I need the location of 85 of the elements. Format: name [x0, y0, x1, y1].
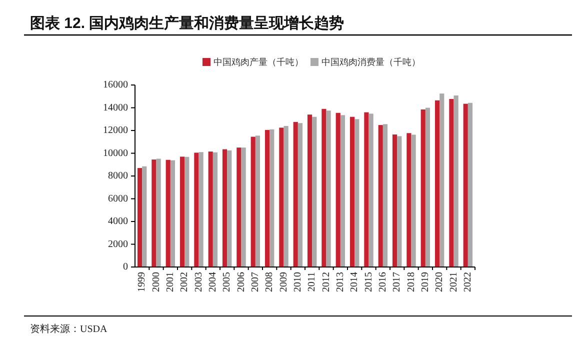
x-tick-label: 2001: [164, 272, 176, 292]
bar: [241, 148, 246, 267]
x-tick-label: 2002: [179, 272, 190, 292]
x-tick-label: 2015: [363, 272, 374, 292]
bar: [212, 152, 218, 267]
x-tick-label: 2017: [392, 272, 403, 292]
x-tick-label: 2009: [278, 272, 290, 292]
x-tick-label: 2010: [292, 272, 304, 292]
bar: [152, 160, 156, 267]
bar: [463, 104, 468, 267]
bar: [326, 110, 331, 267]
bar: [255, 136, 260, 267]
bar: [440, 94, 444, 267]
bar: [236, 148, 242, 267]
y-tick-label: 16000: [103, 80, 128, 90]
bar: [378, 125, 383, 267]
bar: [264, 130, 270, 267]
x-tick-label: 2011: [306, 272, 318, 292]
x-tick-label: 2013: [334, 272, 346, 292]
bar: [208, 152, 213, 267]
bar: [420, 109, 426, 267]
bar: [425, 108, 430, 267]
bar: [368, 114, 374, 267]
y-tick-label: 4000: [108, 216, 128, 227]
x-tick-label: 2004: [207, 272, 218, 292]
bar: [350, 116, 355, 267]
x-tick-label: 2018: [406, 272, 417, 292]
bar: [198, 152, 204, 267]
x-tick-label: 2003: [193, 272, 204, 292]
bar: [270, 129, 274, 267]
x-tick-label: 2005: [222, 272, 233, 292]
legend-label: 中国鸡肉产量（千吨）: [214, 57, 304, 67]
bar: [354, 119, 360, 267]
x-tick-label: 2014: [349, 272, 360, 292]
x-tick-label: 2000: [150, 272, 162, 292]
y-tick-label: 10000: [103, 148, 128, 159]
bar: [166, 160, 170, 267]
bar: [449, 98, 454, 267]
x-tick-label: 2007: [250, 272, 261, 292]
x-tick-label: 2008: [264, 272, 276, 292]
x-tick-label: 2019: [420, 272, 431, 292]
bar: [284, 126, 288, 267]
bar: [180, 156, 185, 267]
bar: [142, 166, 147, 267]
bar: [307, 114, 312, 267]
bar: [156, 158, 161, 267]
bar: [279, 128, 284, 267]
x-tick-label: 2021: [448, 272, 460, 292]
bar: [250, 136, 256, 267]
bar: [406, 133, 412, 267]
bar: [293, 122, 298, 267]
y-tick-label: 14000: [103, 102, 128, 114]
x-tick-label: 2020: [434, 272, 446, 292]
y-tick-label: 0: [123, 262, 128, 272]
legend-label: 中国鸡肉消费量（千吨）: [322, 57, 420, 67]
x-tick-label: 2022: [462, 272, 474, 292]
bar: [137, 168, 142, 267]
bar: [227, 150, 232, 267]
y-tick-label: 6000: [108, 193, 128, 204]
bar: [194, 152, 199, 267]
x-tick-label: 2006: [236, 272, 247, 292]
y-tick-label: 2000: [108, 238, 128, 250]
chart-title: 图表 12. 国内鸡肉生产量和消费量呈现增长趋势: [30, 15, 344, 32]
bar: [411, 134, 416, 267]
bar: [184, 156, 190, 267]
bar: [222, 149, 228, 267]
bar: [170, 160, 176, 267]
x-tick-label: 1999: [136, 272, 148, 292]
bar: [454, 95, 458, 267]
bar: [364, 112, 369, 267]
bar: [340, 115, 346, 267]
bar: [382, 124, 388, 267]
bar: [468, 102, 473, 267]
bar: [392, 134, 398, 267]
x-tick-label: 2012: [320, 272, 332, 292]
bar: [336, 112, 340, 267]
bar: [298, 123, 303, 267]
x-tick-label: 2016: [377, 272, 388, 292]
text: 资料来源：USDA: [30, 323, 108, 335]
y-tick-label: 8000: [108, 170, 128, 182]
bar: [434, 100, 440, 267]
bar: [312, 116, 317, 267]
bar: [397, 136, 402, 267]
bar: [322, 108, 326, 267]
y-tick-label: 12000: [103, 125, 128, 136]
